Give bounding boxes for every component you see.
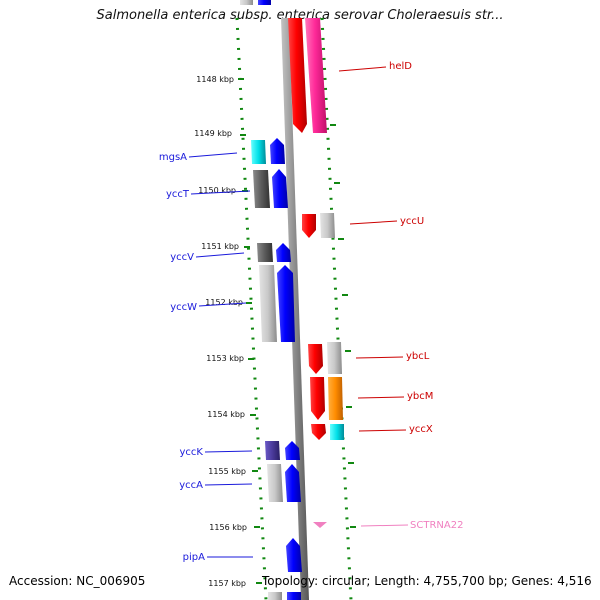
tick-label: 1151 kbp (201, 242, 239, 251)
tick-label: 1155 kbp (208, 467, 246, 476)
gene-yccU-part[interactable] (302, 214, 316, 238)
label-connector (188, 152, 238, 158)
label-connector (358, 429, 407, 432)
label-connector (190, 190, 251, 195)
right-tick-rail (320, 17, 353, 600)
gene-partial-top-gray (240, 0, 253, 5)
gene-mgsA[interactable] (251, 140, 266, 164)
gene-label-yccT[interactable]: yccT (166, 189, 190, 200)
tick-label: 1156 kbp (209, 523, 247, 532)
gene-partial-top-blue (258, 0, 271, 5)
tick-marks: 1148 kbp 1149 kbp 1150 kbp 1151 kbp 1152… (194, 75, 262, 588)
gene-ybcL[interactable] (327, 342, 342, 374)
tick-label: 1157 kbp (208, 579, 246, 588)
gene-block-blue[interactable] (270, 138, 285, 164)
accession-text: Accession: NC_006905 (9, 574, 146, 588)
gene-helD[interactable] (305, 18, 327, 133)
backbone (281, 18, 309, 600)
gene-label-ybcM[interactable]: ybcM (407, 391, 433, 402)
label-connector (338, 66, 387, 72)
gene-yccK[interactable] (265, 441, 280, 460)
gene-label-yccV[interactable]: yccV (170, 252, 194, 263)
gene-block-blue[interactable] (276, 243, 291, 262)
gene-yccV[interactable] (257, 243, 273, 262)
genome-summary-text: Topology: circular; Length: 4,755,700 bp… (262, 574, 592, 588)
gene-label-ybcL[interactable]: ybcL (406, 351, 430, 362)
map-title: Salmonella enterica subsp. enterica sero… (96, 8, 504, 23)
tick-label: 1152 kbp (205, 298, 243, 307)
gene-label-SCTRNA22[interactable]: SCTRNA22 (410, 520, 463, 531)
label-connector (360, 524, 409, 527)
gene-label-yccU[interactable]: yccU (400, 216, 424, 227)
gene-label-yccX[interactable]: yccX (409, 424, 433, 435)
tick-label: 1154 kbp (207, 410, 245, 419)
label-connector (355, 356, 404, 359)
gene-label-pipA[interactable]: pipA (183, 552, 205, 563)
gene-yccA[interactable] (267, 464, 283, 502)
gene-partial-bottom-blue (287, 592, 301, 600)
label-connector (195, 252, 245, 258)
gene-block-blue[interactable] (277, 265, 295, 342)
gene-partial-bottom-gray (268, 592, 282, 600)
left-tick-rail (235, 17, 268, 600)
gene-block-blue[interactable] (285, 441, 300, 460)
label-connector (198, 302, 247, 307)
gene-yccX-part[interactable] (311, 424, 326, 440)
gene-label-yccW[interactable]: yccW (170, 302, 197, 313)
gene-yccT[interactable] (253, 170, 270, 208)
gene-ybcM-part[interactable] (310, 377, 325, 420)
gene-pipA[interactable] (286, 538, 302, 572)
gene-SCTRNA22[interactable] (313, 522, 327, 528)
right-tick-marks (330, 124, 356, 528)
label-connector (357, 396, 405, 399)
tick-label: 1153 kbp (206, 354, 244, 363)
gene-helD-part[interactable] (288, 18, 307, 133)
gene-label-yccA[interactable]: yccA (179, 480, 203, 491)
gene-label-yccK[interactable]: yccK (180, 447, 204, 458)
gene-yccU[interactable] (320, 213, 335, 238)
gene-yccW[interactable] (259, 265, 277, 342)
gene-ybcM[interactable] (328, 377, 343, 420)
tick-label: 1148 kbp (196, 75, 234, 84)
label-connector (204, 483, 253, 486)
gene-block-blue[interactable] (285, 464, 301, 502)
tick-label: 1150 kbp (198, 186, 236, 195)
label-connector (349, 220, 398, 225)
gene-yccX[interactable] (330, 424, 344, 440)
tick-label: 1149 kbp (194, 129, 232, 138)
gene-label-mgsA[interactable]: mgsA (159, 152, 187, 163)
gene-block-blue[interactable] (272, 169, 288, 208)
label-connector (204, 450, 253, 453)
gene-ybcL-part[interactable] (308, 344, 323, 374)
gene-label-helD[interactable]: helD (389, 61, 412, 72)
